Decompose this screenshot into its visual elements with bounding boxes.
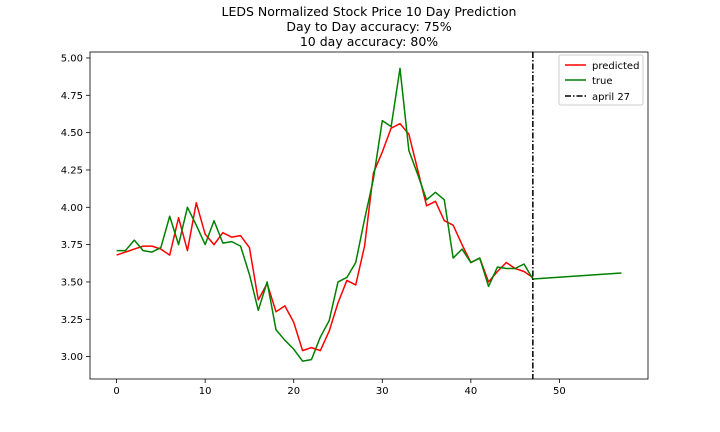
legend-label-april-27: april 27: [592, 92, 630, 103]
legend: predicted true april 27: [558, 54, 644, 106]
y-tick-label: 3.50: [61, 277, 83, 288]
y-tick-label: 5.00: [61, 53, 83, 64]
legend-label-predicted: predicted: [592, 61, 639, 72]
y-tick-label: 3.75: [61, 240, 83, 251]
chart-title-line-3: 10 day accuracy: 80%: [300, 34, 438, 49]
y-tick-label: 4.25: [61, 165, 83, 176]
axes: 0 10 20 30 40 50 3.00 3.25 3.50 3.75 4.00 4.25 4.50 4…: [61, 51, 649, 397]
legend-label-true: true: [592, 76, 613, 87]
x-tick-label: 0: [113, 386, 119, 397]
y-tick-label: 3.00: [61, 352, 83, 363]
x-tick-label: 20: [287, 386, 300, 397]
chart-title-line-1: LEDS Normalized Stock Price 10 Day Predi…: [222, 4, 517, 19]
y-tick-label: 4.75: [61, 91, 83, 102]
plot-area: [116, 52, 622, 379]
x-tick-label: 50: [553, 386, 566, 397]
axes-frame: [89, 51, 649, 380]
series-line-true: [116, 67, 622, 362]
x-tick-label: 30: [376, 386, 389, 397]
series-line-predicted: [116, 122, 534, 352]
y-tick-label: 4.00: [61, 203, 83, 214]
y-tick-label: 4.50: [61, 128, 83, 139]
chart-title: LEDS Normalized Stock Price 10 Day Predi…: [222, 4, 517, 49]
legend-box: [558, 54, 644, 106]
chart-title-line-2: Day to Day accuracy: 75%: [286, 19, 451, 34]
y-tick-label: 3.25: [61, 315, 83, 326]
x-tick-label: 40: [464, 386, 477, 397]
x-tick-label: 10: [199, 386, 212, 397]
